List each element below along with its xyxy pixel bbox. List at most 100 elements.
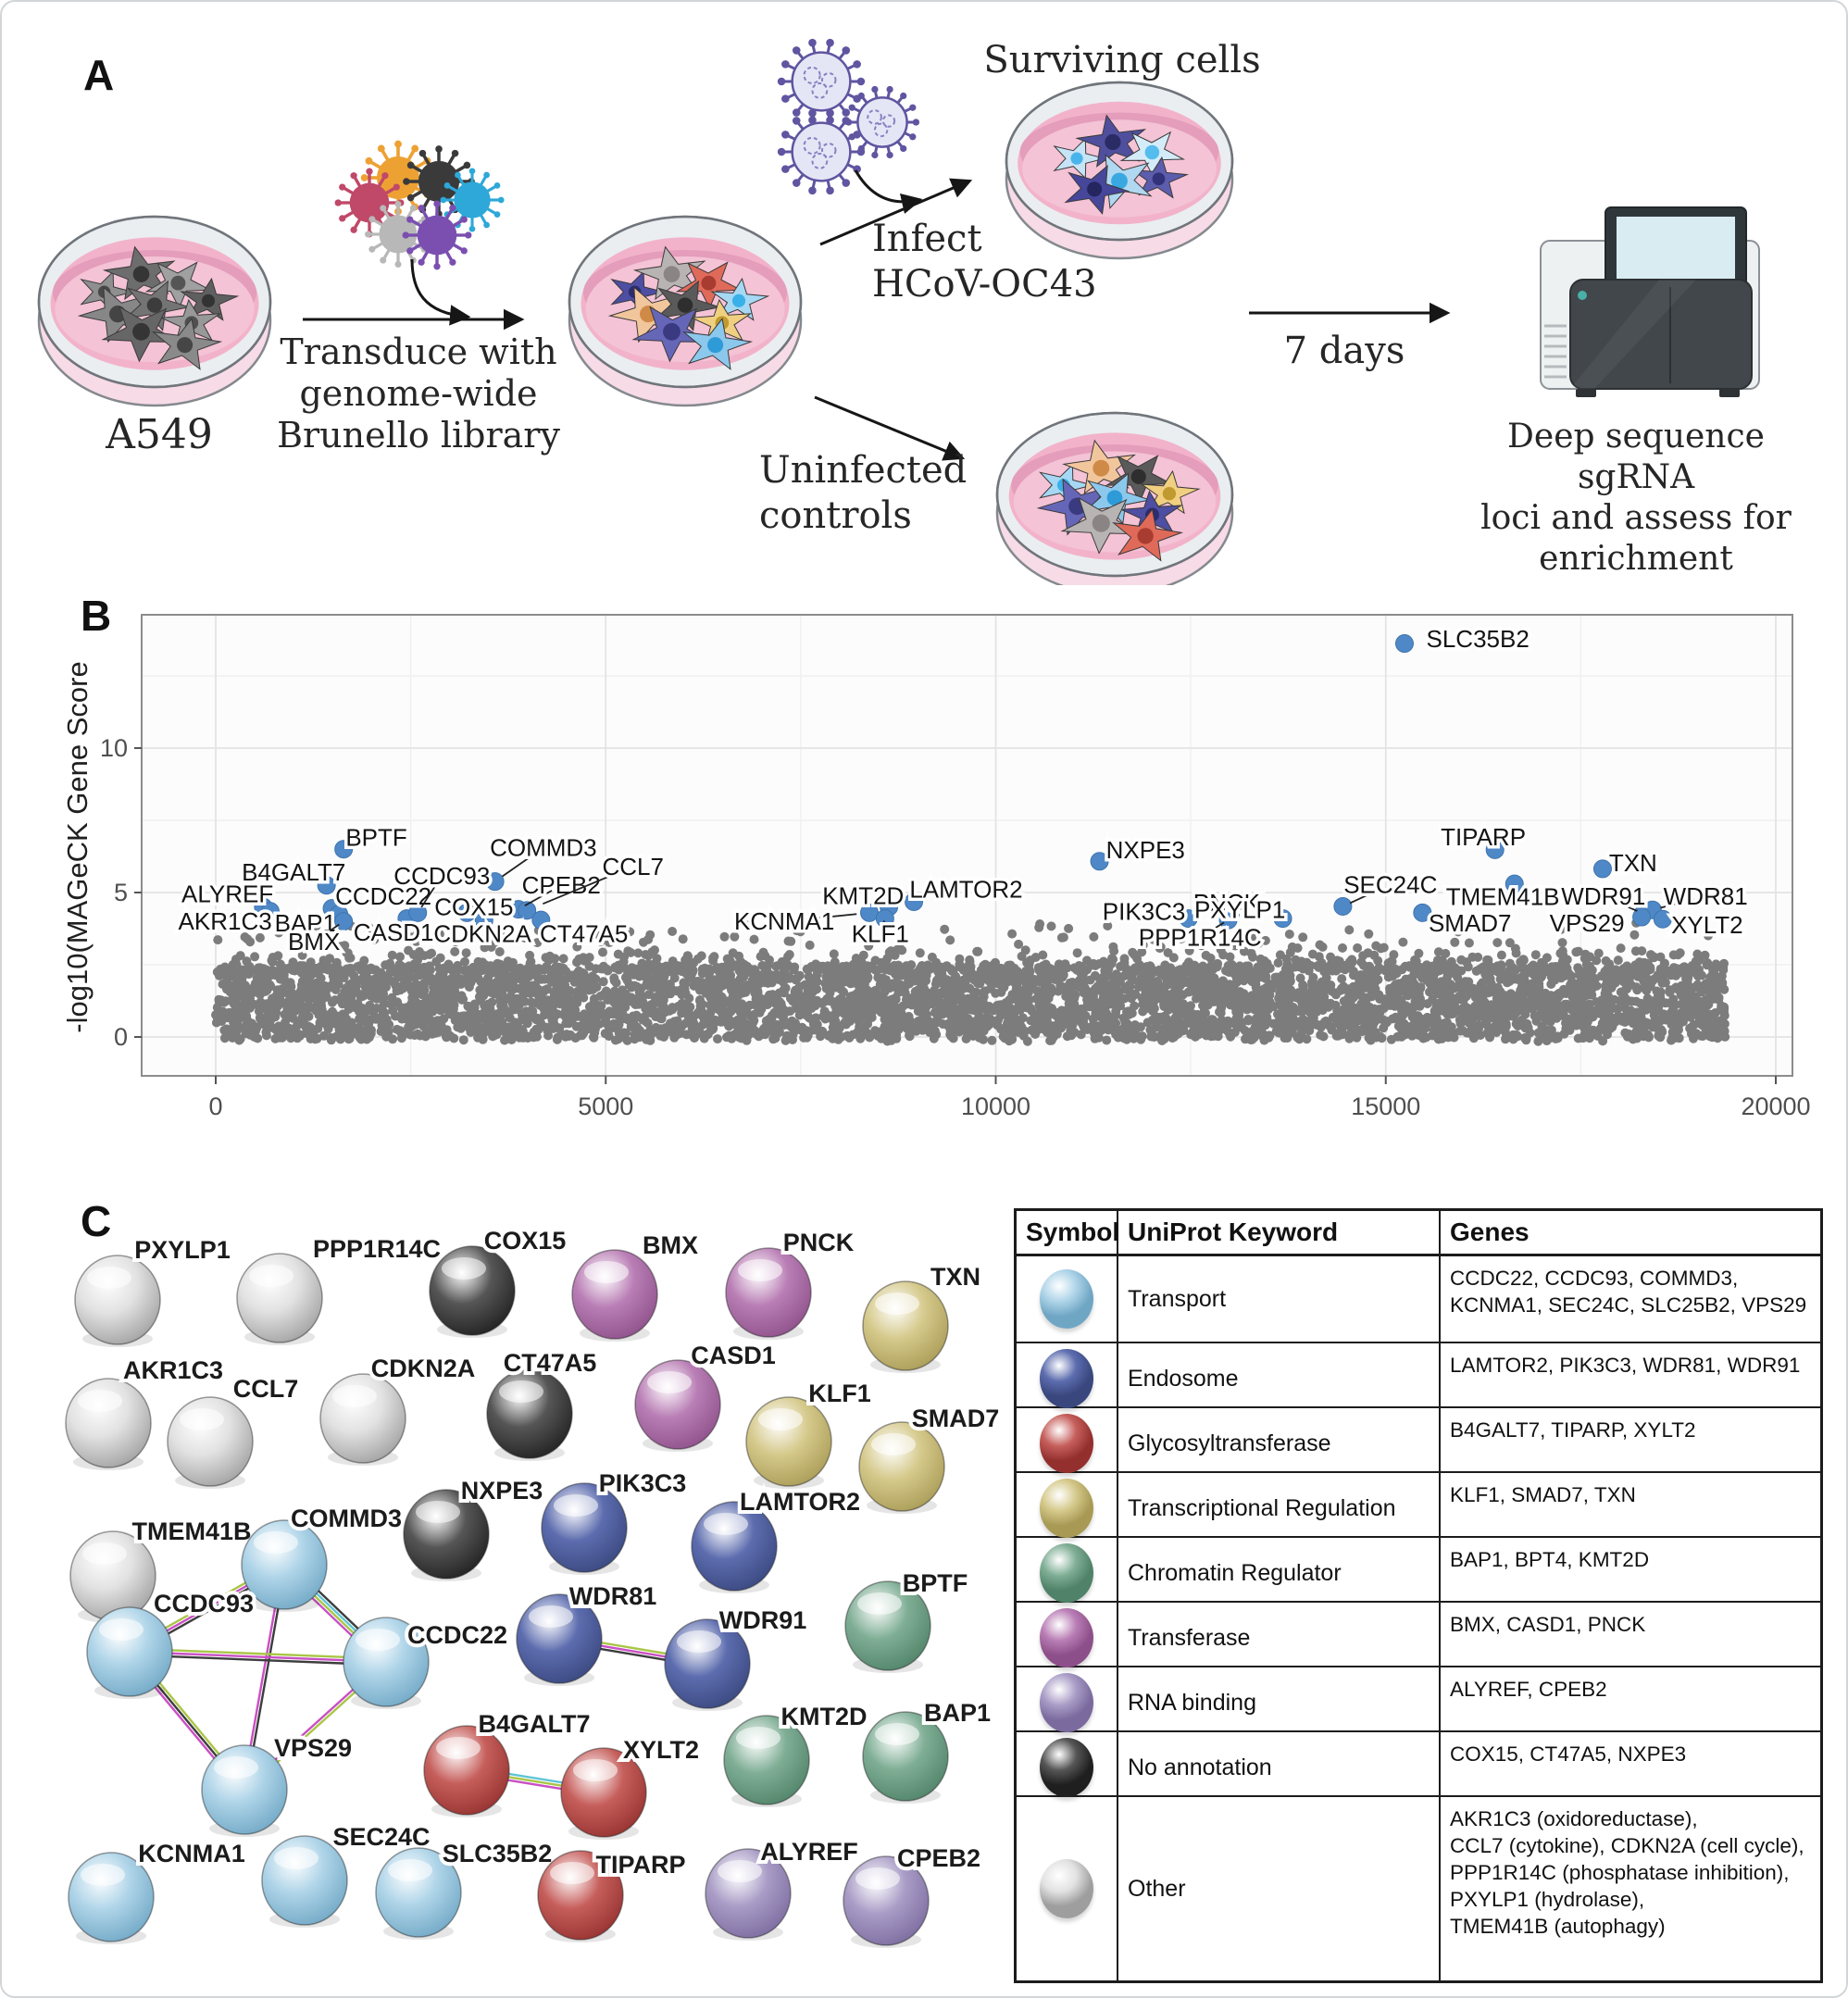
genes-cell: B4GALT7, TIPARP, XYLT2 [1450,1418,1696,1442]
x-tick-label: 10000 [961,1093,1030,1120]
genes-cell: BMX, CASD1, PNCK [1450,1613,1646,1636]
cell-icon [123,280,192,331]
gene-label-PIK3C3: PIK3C3 [1103,897,1186,925]
node-label-TXN: TXN [930,1263,980,1291]
node-label-VPS29: VPS29 [274,1734,352,1762]
gene-label-SEC24C: SEC24C [1343,870,1437,898]
cell-icon [1119,131,1186,178]
node-label-BAP1: BAP1 [924,1699,991,1727]
network-node-SEC24C: SEC24C [261,1819,434,1928]
symbol-cell [1017,1343,1118,1414]
gene-point-NXPE3 [1090,852,1109,871]
gene-label-TMEM41B: TMEM41B [1446,883,1560,911]
table-row-transferase: Transferase BMX, CASD1, PNCK [1017,1601,1820,1673]
virus-drop-arrow [854,169,923,214]
network-node-BMX: BMX [571,1228,702,1342]
text-line: controls [759,494,912,537]
network-node-BAP1: BAP1 [862,1695,994,1804]
network-node-PIK3C3: PIK3C3 [541,1466,690,1575]
cell-icon [1112,507,1184,562]
network-node-WDR81: WDR81 [516,1579,660,1686]
node-label-COMMD3: COMMD3 [291,1505,402,1532]
gene-label-VPS29: VPS29 [1550,909,1625,937]
node-label-WDR91: WDR91 [719,1606,807,1634]
lentivirus-icon [334,168,405,238]
node-label-KLF1: KLF1 [808,1380,871,1407]
keyword-cell: Endosome [1118,1343,1441,1414]
petri-dish-uninfected [995,411,1234,585]
panel-a-diagram [37,38,1760,585]
symbol-cell [1017,1538,1118,1608]
node-label-CDKN2A: CDKN2A [371,1355,476,1382]
network-node-KLF1: KLF1 [745,1376,875,1489]
node-label-PNCK: PNCK [783,1229,855,1256]
keyword-cell: Transcriptional Regulation [1118,1473,1441,1543]
gene-label-ALYREF: ALYREF [181,880,273,908]
table-header-symbol: Symbol [1017,1211,1119,1254]
node-label-SMAD7: SMAD7 [912,1405,1000,1432]
cell-icon [682,318,754,370]
keyword-cell: Transport [1118,1256,1441,1342]
node-label-TMEM41B: TMEM41B [131,1517,251,1545]
x-tick-label: 15000 [1351,1093,1420,1120]
gene-label-XYLT2: XYLT2 [1671,911,1743,939]
coronavirus-icon [777,38,866,125]
cell-icon [1053,137,1106,180]
gene-label-CT47A5: CT47A5 [540,919,628,947]
symbol-cell [1017,1603,1118,1673]
gene-label-PNCK: PNCK [1193,889,1261,917]
table-row-transcription: Transcriptional Regulation KLF1, SMAD7, T… [1017,1471,1820,1543]
keyword-cell: Chromatin Regulator [1118,1538,1441,1608]
cell-icon [710,277,770,321]
node-label-ALYREF: ALYREF [760,1838,858,1866]
gene-label-KLF1: KLF1 [852,919,909,947]
node-label-CT47A5: CT47A5 [504,1349,597,1377]
symbol-cell [1017,1408,1118,1479]
text-line: Brunello library [277,415,560,456]
gene-label-CASD1: CASD1 [354,918,434,946]
gene-label-CCDC93: CCDC93 [393,862,490,890]
transduce-label: Transduce with genome-wide Brunello librar… [270,331,567,456]
network-node-TXN: TXN [862,1259,984,1373]
gene-point-TIPARP [1485,840,1505,859]
gene-point-VPS29 [1632,907,1652,927]
gene-label-CDKN2A: CDKN2A [433,919,531,947]
node-label-COX15: COX15 [484,1227,567,1255]
category-sphere-icon-transport [1040,1269,1093,1329]
edge-CCDC93-CCDC22 [129,1650,387,1664]
gene-label-COX15: COX15 [434,893,513,921]
gene-point-BMX [334,912,354,931]
y-tick-label: 10 [100,734,128,762]
coronavirus-icon [844,85,920,159]
network-node-SMAD7: SMAD7 [858,1401,1003,1514]
node-label-CCDC22: CCDC22 [407,1621,507,1649]
network-node-CDKN2A: CDKN2A [319,1351,479,1466]
genes-cell: CCDC22, CCDC93, COMMD3, KCNMA1, SEC24C, … [1450,1267,1807,1317]
node-label-PIK3C3: PIK3C3 [599,1469,687,1497]
text-line: loci and assess for [1480,499,1792,537]
keyword-cell: Other [1118,1797,1441,1980]
text-line: Deep sequence sgRNA [1507,418,1765,496]
panel-c-label: C [81,1197,112,1245]
gene-label-SMAD7: SMAD7 [1429,909,1512,937]
category-sphere-icon-transcription [1040,1479,1093,1538]
symbol-cell [1017,1256,1118,1342]
gene-point-COX15 [457,903,477,922]
x-tick-label: 20000 [1741,1093,1810,1120]
gene-label-CCL7: CCL7 [602,853,663,880]
network-node-KMT2D: KMT2D [723,1699,871,1807]
text-line: genome-wide [299,373,538,414]
petri-dish-a549 [37,215,272,407]
cell-icon [180,277,240,321]
node-label-CASD1: CASD1 [691,1342,776,1369]
gene-point-CCL7 [518,901,537,920]
node-label-AKR1C3: AKR1C3 [123,1356,223,1384]
gene-label-BPTF: BPTF [345,824,406,852]
network-node-SLC35B2: SLC35B2 [375,1836,556,1940]
uninfected-controls-label: Uninfected controls [759,448,967,539]
gene-label-TXN: TXN [1609,849,1657,877]
table-header-row: Symbol UniProt Keyword Genes [1017,1211,1820,1255]
network-node-COMMD3: COMMD3 [241,1501,406,1612]
gene-label-BAP1: BAP1 [275,909,337,937]
node-label-KCNMA1: KCNMA1 [138,1840,245,1867]
